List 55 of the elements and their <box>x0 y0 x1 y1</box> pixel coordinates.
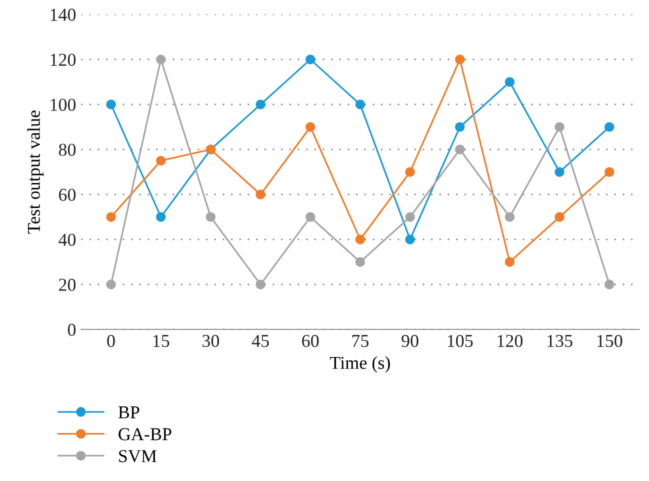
point <box>106 100 116 110</box>
point <box>355 234 366 244</box>
point <box>256 100 266 110</box>
y-tick-label: 120 <box>50 54 76 66</box>
point <box>306 122 316 132</box>
point <box>455 144 465 154</box>
point <box>554 167 564 177</box>
x-tick-label: 0 <box>107 334 115 348</box>
y-tick-label: 80 <box>58 144 76 156</box>
y-tick-label: 100 <box>50 98 76 111</box>
x-tick-label: 135 <box>548 334 572 348</box>
point <box>156 54 166 64</box>
x-tick-label: 105 <box>448 334 473 348</box>
point <box>554 122 564 132</box>
point <box>455 54 465 64</box>
x-tick-label: 45 <box>252 334 269 348</box>
point <box>256 280 266 290</box>
point <box>156 212 166 222</box>
x-tick-label: 150 <box>597 334 622 348</box>
point <box>306 54 316 64</box>
y-tick-label: 0 <box>68 324 76 336</box>
point <box>405 212 415 222</box>
point <box>554 212 564 222</box>
x-tick-label: 90 <box>402 334 418 348</box>
legend-label: GA-BP <box>118 428 172 440</box>
y-tick-label: 40 <box>58 234 76 246</box>
x-tick-label: 120 <box>498 334 523 348</box>
point <box>355 100 366 110</box>
y-tick-label: 60 <box>58 188 76 201</box>
x-tick-label: 75 <box>352 335 369 348</box>
legend-label: SVM <box>119 450 156 462</box>
point <box>604 280 614 290</box>
point <box>106 280 116 290</box>
point <box>504 212 515 222</box>
y-tick-label: 140 <box>50 8 76 21</box>
point <box>256 190 266 200</box>
legend-label: BP <box>118 406 140 418</box>
x-tick-label: 15 <box>153 334 170 348</box>
point <box>604 122 614 132</box>
point <box>405 234 415 244</box>
x-axis-title: Time (s) <box>330 356 390 373</box>
point <box>504 77 515 87</box>
x-tick-label: 30 <box>202 334 220 348</box>
x-tick-label: 60 <box>302 334 319 348</box>
point <box>455 122 465 132</box>
point <box>306 212 316 222</box>
point <box>504 257 515 267</box>
point <box>156 156 166 166</box>
point <box>405 167 415 177</box>
point <box>355 257 366 267</box>
point <box>604 167 614 177</box>
point <box>206 212 216 222</box>
point <box>106 212 116 222</box>
y-axis-title: Test output value <box>27 110 44 234</box>
y-tick-label: 20 <box>59 278 76 291</box>
